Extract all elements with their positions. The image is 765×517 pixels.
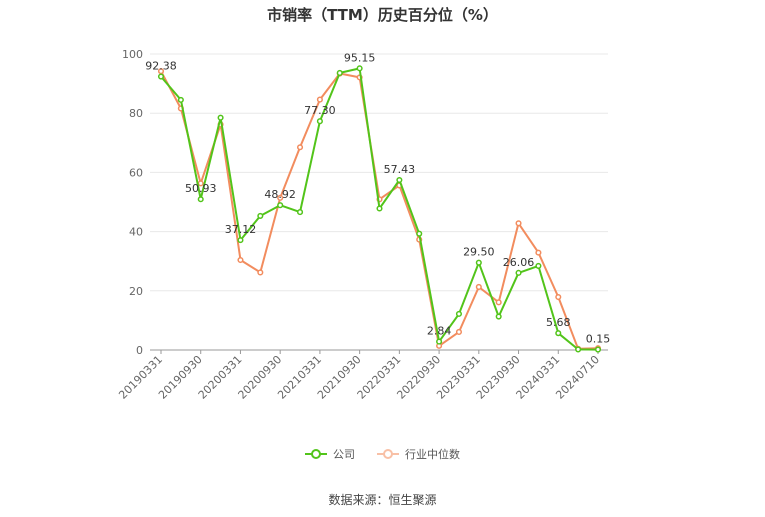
series-point-0[interactable] — [396, 176, 403, 184]
y-tick-label: 60 — [129, 166, 143, 179]
data-label: 29.50 — [463, 246, 495, 259]
series-point-0[interactable] — [436, 338, 443, 345]
series-point-0[interactable] — [356, 65, 363, 72]
series-point-1[interactable] — [237, 256, 244, 264]
data-label: 57.43 — [384, 163, 416, 176]
data-label: 50.93 — [185, 182, 217, 195]
series-point-1[interactable] — [455, 328, 463, 335]
legend: 公司 行业中位数 — [0, 446, 765, 462]
series-point-0[interactable] — [515, 269, 522, 276]
source-note: 数据来源：恒生聚源 — [328, 493, 437, 507]
series-point-0[interactable] — [575, 346, 582, 353]
grid-lines — [150, 53, 608, 292]
legend-company-marker — [305, 449, 327, 459]
series-point-0[interactable] — [455, 310, 463, 317]
series-point-0[interactable] — [197, 196, 204, 203]
series-lines — [157, 65, 602, 353]
legend-item-company[interactable]: 公司 — [305, 446, 355, 462]
series-point-0[interactable] — [535, 262, 542, 269]
y-tick-label: 20 — [129, 285, 143, 298]
axes: 0204060801002019033120190930202003312020… — [116, 48, 608, 402]
legend-item-industry-median[interactable]: 行业中位数 — [377, 446, 460, 462]
series-point-1[interactable] — [515, 220, 522, 227]
series-point-1[interactable] — [316, 96, 323, 103]
data-label: 95.15 — [344, 51, 376, 64]
series-point-0[interactable] — [376, 205, 383, 212]
legend-industry-label: 行业中位数 — [405, 448, 460, 461]
series-point-0[interactable] — [257, 212, 264, 219]
data-labels: 92.38 50.93 37.12 48.92 77.30 95.15 57.43 2.84 2… — [145, 51, 610, 345]
series-point-1[interactable] — [257, 269, 264, 276]
series-point-0[interactable] — [336, 69, 343, 76]
y-tick-label: 100 — [122, 48, 143, 61]
series-point-1[interactable] — [475, 283, 482, 291]
y-tick-label: 40 — [129, 226, 143, 239]
data-label: 2.84 — [427, 325, 452, 338]
data-label: 48.92 — [264, 188, 296, 201]
series-point-0[interactable] — [237, 237, 244, 244]
data-label: 77.30 — [304, 104, 336, 117]
series-point-0[interactable] — [495, 313, 502, 320]
series-point-0[interactable] — [177, 96, 184, 103]
series-point-1[interactable] — [535, 249, 542, 256]
data-label: 37.12 — [225, 223, 257, 236]
series-point-1[interactable] — [157, 68, 165, 75]
data-label: 5.68 — [546, 316, 571, 329]
series-point-0[interactable] — [296, 209, 304, 216]
series-point-1[interactable] — [495, 299, 502, 306]
series-point-0[interactable] — [594, 346, 602, 353]
series-point-1[interactable] — [296, 144, 304, 151]
series-point-0[interactable] — [217, 114, 224, 121]
series-point-1[interactable] — [555, 293, 562, 301]
x-tick-label: 20240710 — [553, 353, 602, 402]
data-label: 92.38 — [145, 60, 177, 73]
series-point-0[interactable] — [555, 330, 562, 337]
series-point-0[interactable] — [416, 230, 423, 237]
data-label: 26.06 — [503, 256, 535, 269]
y-tick-label: 80 — [129, 107, 143, 120]
y-tick-label: 0 — [136, 344, 143, 357]
series-point-0[interactable] — [475, 259, 482, 266]
legend-industry-marker — [377, 449, 399, 459]
series-point-0[interactable] — [277, 202, 284, 209]
series-point-0[interactable] — [157, 73, 165, 80]
series-point-1[interactable] — [277, 194, 284, 201]
data-label: 0.15 — [586, 333, 611, 346]
legend-company-label: 公司 — [333, 448, 355, 461]
series-point-0[interactable] — [316, 118, 323, 125]
chart-title: 市销率（TTM）历史百分位（%） — [267, 6, 498, 24]
